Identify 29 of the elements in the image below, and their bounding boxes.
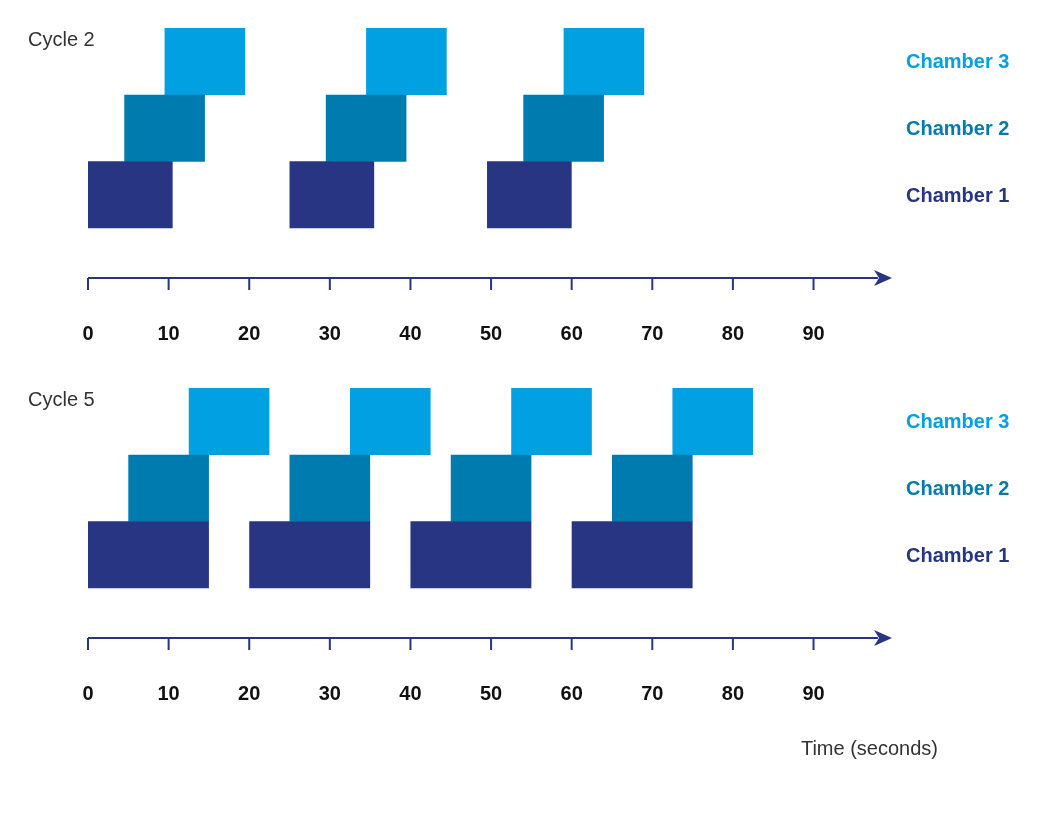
x-tick-label: 50	[479, 322, 503, 344]
y-tick-label: Chamber 1	[906, 543, 1010, 566]
x-tick-label: 60	[560, 322, 583, 344]
x-tick-label: 40	[399, 322, 422, 344]
x-tick-label: 90	[802, 682, 825, 704]
x-tick-label: 60	[560, 682, 583, 704]
x-tick-label: 40	[399, 682, 422, 704]
x-tick-label: 30	[318, 322, 341, 344]
x-tick-label: 50	[479, 682, 503, 704]
y-tick-label: Chamber 3	[906, 50, 1010, 73]
x-axis-title: Time (seconds)	[800, 737, 938, 760]
x-tick-label: 20	[238, 322, 261, 344]
x-tick-label: 0	[82, 322, 94, 344]
chart-title: Cycle 2	[28, 28, 95, 51]
y-tick-label: Chamber 1	[906, 183, 1010, 206]
x-tick-label: 80	[721, 322, 745, 344]
y-tick-label: Chamber 2	[906, 117, 1010, 139]
x-tick-label: 10	[157, 322, 180, 344]
x-tick-label: 20	[238, 682, 261, 704]
y-tick-label: Chamber 2	[906, 477, 1010, 499]
x-tick-label: 10	[157, 682, 180, 704]
x-tick-label: 90	[802, 322, 825, 344]
y-tick-label: Chamber 3	[906, 410, 1010, 433]
x-tick-label: 70	[641, 322, 664, 344]
chart-title: Cycle 5	[28, 388, 95, 411]
x-tick-label: 80	[721, 682, 745, 704]
x-tick-label: 70	[641, 682, 664, 704]
x-tick-label: 0	[82, 682, 94, 704]
x-tick-label: 30	[318, 682, 341, 704]
